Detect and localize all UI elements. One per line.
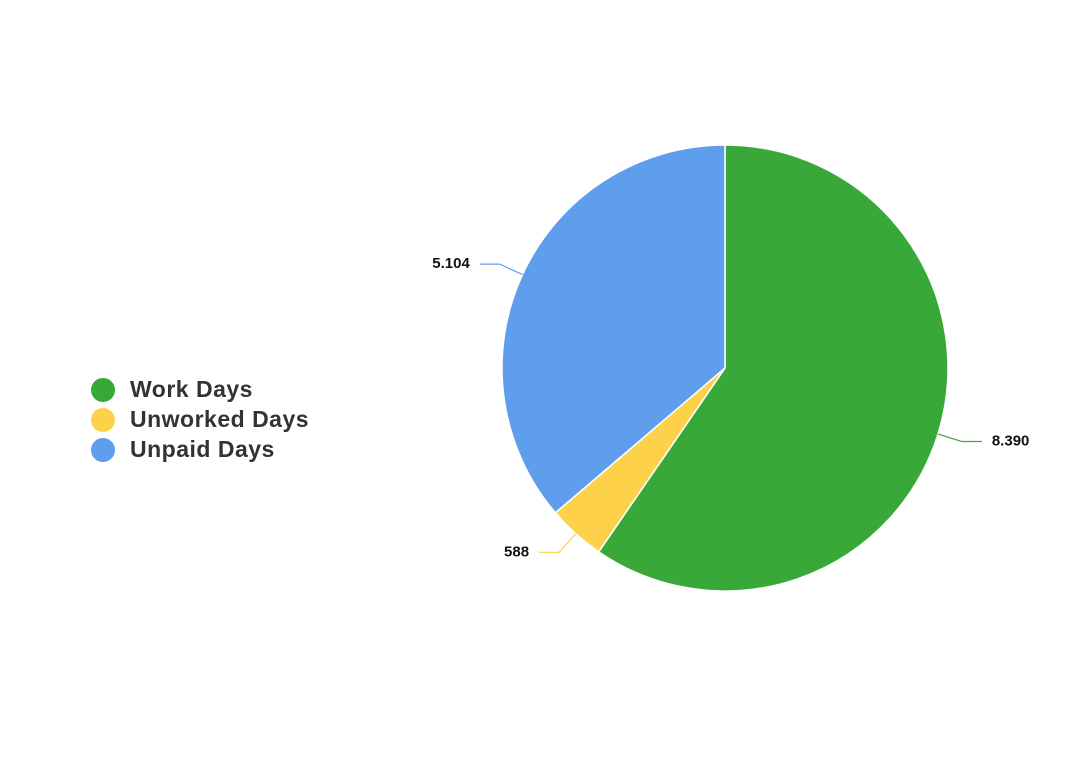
label-connector (479, 263, 523, 276)
legend-label: Work Days (130, 376, 253, 402)
legend-marker (91, 438, 115, 462)
legend-marker (91, 378, 115, 402)
legend-label: Unworked Days (130, 406, 309, 432)
data-label: 8.390 (992, 432, 1030, 449)
pie-slice (597, 144, 949, 592)
label-connector (937, 433, 982, 443)
label-connector (539, 533, 577, 553)
data-label: 5.104 (432, 255, 470, 272)
data-label: 588 (504, 543, 529, 560)
legend-marker (91, 408, 115, 432)
pie-slice (501, 144, 726, 514)
legend-label: Unpaid Days (130, 436, 275, 462)
